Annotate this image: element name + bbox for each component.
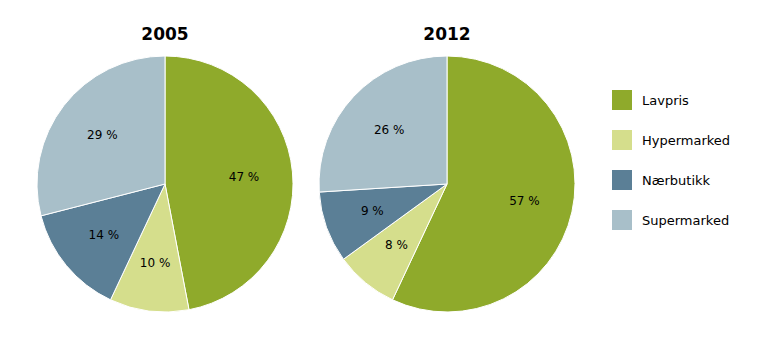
pie: 47 % 10 % 14 % 29 % xyxy=(37,56,293,312)
data-label: 10 % xyxy=(140,256,171,270)
legend-swatch xyxy=(612,210,632,230)
legend-swatch xyxy=(612,130,632,150)
data-label: 57 % xyxy=(509,194,539,208)
data-label: 9 % xyxy=(361,204,384,218)
data-label: 26 % xyxy=(374,123,405,137)
legend-label: Nærbutikk xyxy=(642,173,711,188)
legend-label: Lavpris xyxy=(642,93,689,108)
pie: 57 % 8 % 9 % 26 % xyxy=(319,56,575,312)
pie-slice xyxy=(165,56,293,310)
legend-swatch xyxy=(612,90,632,110)
legend-item: Nærbutikk xyxy=(612,170,711,190)
data-label: 29 % xyxy=(87,128,118,142)
chart-title: 2005 xyxy=(141,24,188,44)
legend-label: Supermarked xyxy=(642,213,729,228)
data-label: 14 % xyxy=(89,228,120,242)
chart: 47 % 10 % 14 % 29 % 2005 57 % 8 % 9 % 26 % 2012 La… xyxy=(0,0,784,340)
data-label: 8 % xyxy=(385,238,408,252)
legend-item: Supermarked xyxy=(612,210,729,230)
legend-item: Hypermarked xyxy=(612,130,730,150)
legend-item: Lavpris xyxy=(612,90,689,110)
legend-swatch xyxy=(612,170,632,190)
pie-slice xyxy=(319,56,447,192)
chart-title: 2012 xyxy=(423,24,470,44)
legend-label: Hypermarked xyxy=(642,133,730,148)
pie-slice xyxy=(37,56,165,216)
legend: Lavpris Hypermarked Nærbutikk Supermarked xyxy=(612,90,730,230)
data-label: 47 % xyxy=(229,170,260,184)
pie-slice xyxy=(319,184,447,259)
